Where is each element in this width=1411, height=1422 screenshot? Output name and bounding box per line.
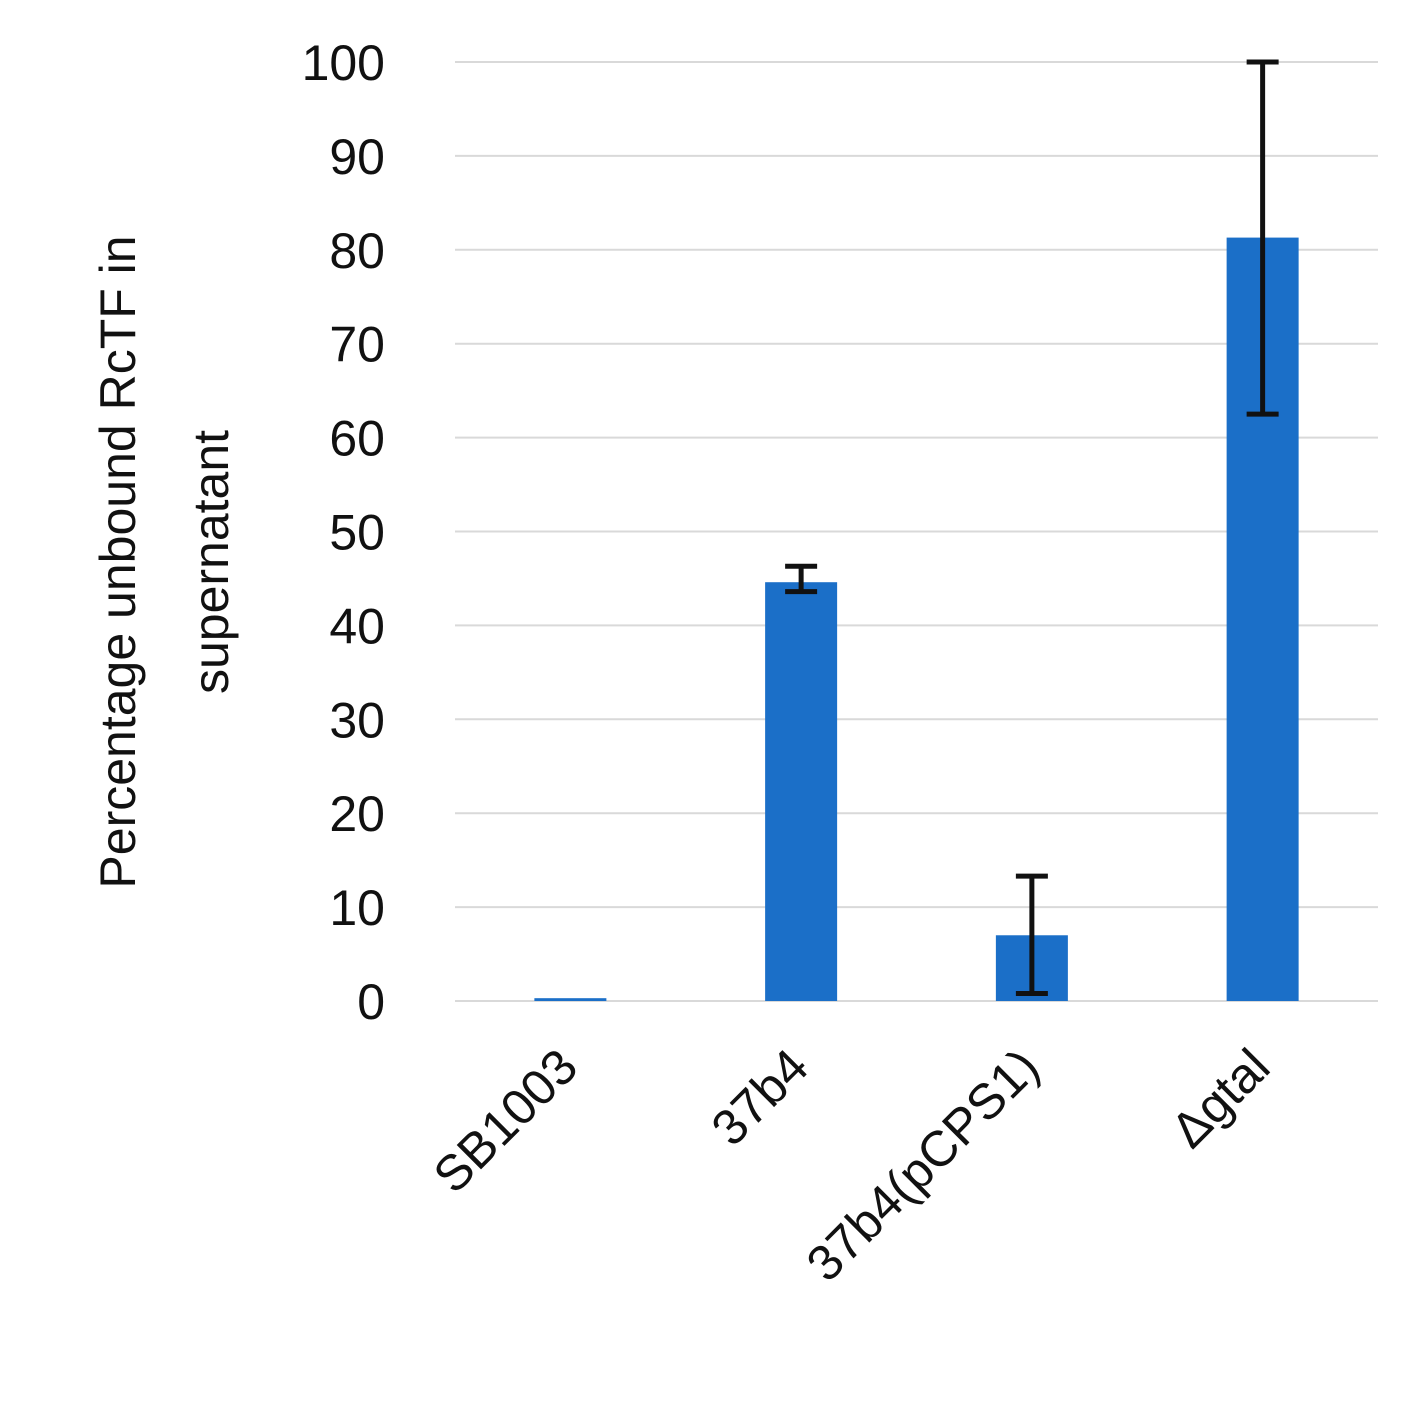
bars (534, 237, 1299, 1001)
bar-1 (534, 998, 607, 1001)
y-tick-label-50: 50 (329, 505, 385, 561)
x-category-label-1: SB1003 (423, 1038, 588, 1203)
error-bar-4 (1246, 59, 1279, 417)
bar-2 (765, 582, 838, 1001)
y-tick-label-70: 70 (329, 317, 385, 373)
y-axis-title-line-2: supernatant (183, 430, 239, 694)
y-tick-label-80: 80 (329, 223, 385, 279)
x-category-label-3: 37b4(pCPS1) (796, 1038, 1050, 1292)
error-bar-2 (785, 563, 818, 595)
y-axis-title-line-1: Percentage unbound RcTF in (90, 235, 146, 888)
y-axis-title: Percentage unbound RcTF in supernatant (90, 235, 239, 888)
y-tick-label-100: 100 (302, 35, 385, 91)
error-bars (785, 59, 1279, 996)
y-axis-tick-labels: 0 10 20 30 40 50 60 70 80 90 100 (302, 35, 385, 1030)
gridlines (455, 61, 1378, 1002)
error-bar-3 (1015, 873, 1048, 996)
y-tick-label-90: 90 (329, 129, 385, 185)
y-tick-label-0: 0 (357, 974, 385, 1030)
y-tick-label-20: 20 (329, 786, 385, 842)
x-category-label-4: Δgtal (1160, 1038, 1280, 1158)
y-tick-label-40: 40 (329, 598, 385, 654)
x-category-label-2: 37b4 (701, 1038, 819, 1156)
y-tick-label-10: 10 (329, 880, 385, 936)
y-tick-label-30: 30 (329, 692, 385, 748)
y-tick-label-60: 60 (329, 411, 385, 467)
